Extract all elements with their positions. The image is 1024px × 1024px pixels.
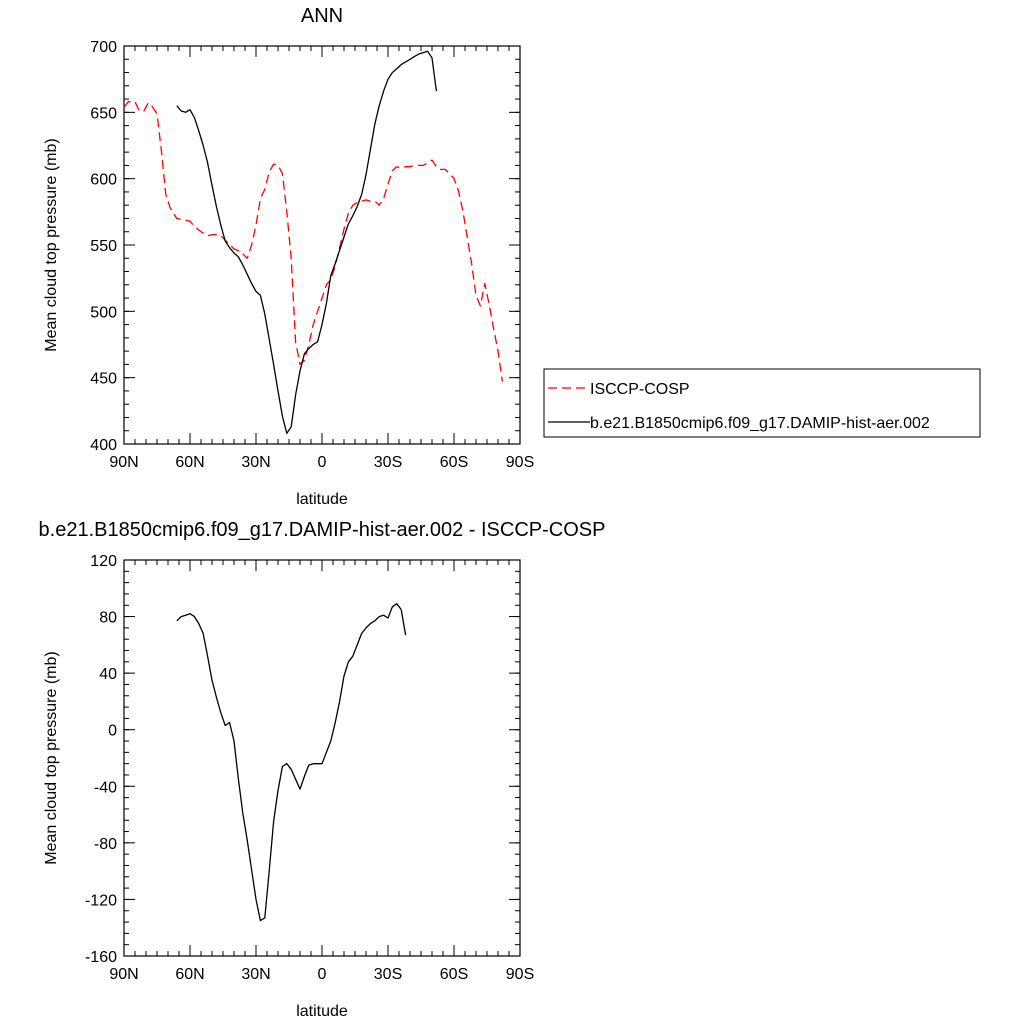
- y-tick-label: 40: [99, 666, 117, 683]
- y-tick-label: -120: [85, 892, 117, 909]
- series-line-0: [176, 603, 407, 922]
- x-axis-label: latitude: [296, 491, 348, 508]
- series-line-1: [176, 50, 438, 435]
- series-line-0: [123, 101, 504, 382]
- x-tick-label: 90N: [109, 966, 138, 983]
- x-axis-label: latitude: [296, 1003, 348, 1020]
- y-tick-label: 700: [90, 39, 117, 56]
- x-tick-label: 0: [318, 454, 327, 471]
- top-panel: ANN 90N 60N 30N 0 30S 60S 90S 400 450 500 550 600 65…: [43, 5, 534, 508]
- y-axis-label: Mean cloud top pressure (mb): [43, 651, 60, 864]
- chart-title: ANN: [301, 5, 343, 27]
- plot-frame: [123, 559, 521, 957]
- x-tick-label: 60N: [175, 966, 204, 983]
- y-tick-label: 0: [108, 723, 117, 740]
- x-tick-label: 0: [318, 966, 327, 983]
- x-tick-label: 60S: [440, 966, 468, 983]
- x-tick-label: 90S: [506, 966, 534, 983]
- plot-area: 90N 60N 30N 0 30S 60S 90S -160 -120 -80 -40 0 40 80 12…: [85, 553, 534, 983]
- legend-label-isccp: ISCCP-COSP: [590, 381, 690, 398]
- x-tick-label: 60N: [175, 454, 204, 471]
- legend-box: [543, 368, 981, 438]
- chart-title: b.e21.B1850cmip6.f09_g17.DAMIP-hist-aer.…: [39, 519, 606, 541]
- x-tick-label: 60S: [440, 454, 468, 471]
- legend: ISCCP-COSP b.e21.B1850cmip6.f09_g17.DAMI…: [543, 368, 981, 438]
- plot-frame: [123, 45, 521, 445]
- y-axis-label: Mean cloud top pressure (mb): [43, 138, 60, 351]
- x-tick-label: 90N: [109, 454, 138, 471]
- y-tick-label: 600: [90, 172, 117, 189]
- y-tick-label: 500: [90, 304, 117, 321]
- y-tick-label: 650: [90, 105, 117, 122]
- bottom-panel: b.e21.B1850cmip6.f09_g17.DAMIP-hist-aer.…: [39, 519, 606, 1020]
- y-tick-label: 400: [90, 437, 117, 454]
- y-tick-label: -80: [94, 836, 117, 853]
- plot-area: 90N 60N 30N 0 30S 60S 90S 400 450 500 550 600 650 700: [90, 39, 534, 471]
- y-tick-label: 80: [99, 610, 117, 627]
- y-tick-label: -160: [85, 949, 117, 966]
- x-tick-label: 30S: [374, 454, 402, 471]
- y-tick-label: 120: [90, 553, 117, 570]
- y-tick-label: 450: [90, 371, 117, 388]
- legend-label-model: b.e21.B1850cmip6.f09_g17.DAMIP-hist-aer.…: [590, 415, 930, 432]
- x-tick-label: 90S: [506, 454, 534, 471]
- y-tick-label: 550: [90, 238, 117, 255]
- x-tick-label: 30N: [241, 966, 270, 983]
- x-tick-label: 30S: [374, 966, 402, 983]
- y-tick-label: -40: [94, 779, 117, 796]
- x-tick-label: 30N: [241, 454, 270, 471]
